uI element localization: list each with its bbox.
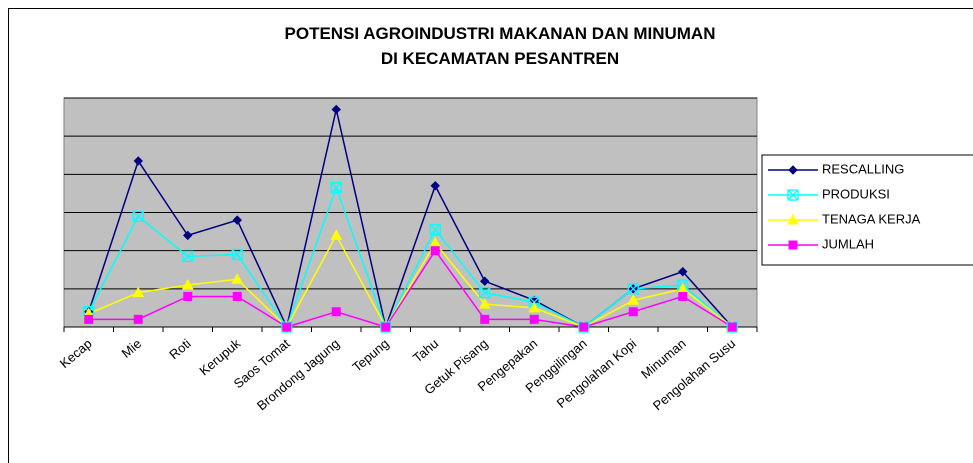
marker-cross: [787, 189, 799, 201]
series-line: [88, 233, 733, 329]
legend-label: PRODUKSI: [822, 186, 890, 201]
data-point: [579, 322, 589, 332]
data-point: [331, 104, 341, 115]
data-point: [330, 229, 343, 240]
marker-cross: [231, 249, 243, 260]
marker-cross: [330, 182, 342, 194]
marker-box: [429, 224, 441, 236]
data-point: [132, 210, 144, 222]
marker-cross: [429, 224, 441, 236]
chart-title: DI KECAMATAN PESANTREN: [381, 49, 619, 68]
data-point: [330, 182, 342, 194]
marker-box: [627, 283, 639, 295]
data-point: [232, 291, 242, 301]
legend-marker: [788, 240, 798, 250]
data-point: [430, 246, 440, 256]
data-point: [429, 224, 441, 236]
series-line: [88, 185, 733, 329]
data-point: [628, 307, 638, 317]
data-point: [231, 273, 244, 284]
data-point: [627, 283, 639, 295]
data-point: [430, 181, 440, 191]
data-point: [478, 298, 491, 309]
data-point: [331, 307, 341, 317]
legend-label: JUMLAH: [822, 236, 874, 251]
data-point: [381, 322, 391, 332]
series-line: [88, 249, 733, 328]
data-point: [133, 156, 143, 166]
data-point: [232, 215, 242, 225]
data-point: [182, 250, 194, 263]
marker-box: [132, 210, 144, 222]
data-point: [231, 248, 243, 261]
data-point: [132, 286, 145, 298]
marker-box: [231, 248, 243, 261]
chart-title: POTENSI AGROINDUSTRI MAKANAN DAN MINUMAN: [285, 24, 716, 43]
marker-box: [330, 182, 342, 194]
data-point: [529, 314, 539, 324]
data-point: [678, 291, 688, 301]
data-point: [528, 301, 541, 313]
legend-marker: [788, 165, 798, 175]
data-point: [479, 286, 491, 299]
marker-cross: [132, 210, 144, 222]
marker-cross: [182, 250, 194, 262]
legend-label: TENAGA KERJA: [822, 211, 921, 226]
data-point: [84, 314, 94, 324]
legend-label: RESCALLING: [822, 161, 904, 176]
legend-marker: [787, 213, 799, 225]
data-point: [133, 314, 143, 324]
data-point: [480, 314, 490, 324]
data-point: [627, 294, 640, 305]
marker-cross: [479, 287, 491, 299]
marker-box: [787, 189, 799, 201]
marker-box: [182, 250, 194, 263]
legend-marker: [787, 189, 799, 201]
marker-box: [479, 286, 491, 299]
data-point: [183, 230, 193, 241]
data-point: [183, 291, 193, 301]
data-point: [282, 322, 292, 332]
data-point: [678, 266, 688, 277]
data-point: [480, 276, 490, 286]
data-point: [181, 278, 194, 290]
marker-cross: [627, 283, 639, 295]
data-point: [727, 322, 737, 332]
